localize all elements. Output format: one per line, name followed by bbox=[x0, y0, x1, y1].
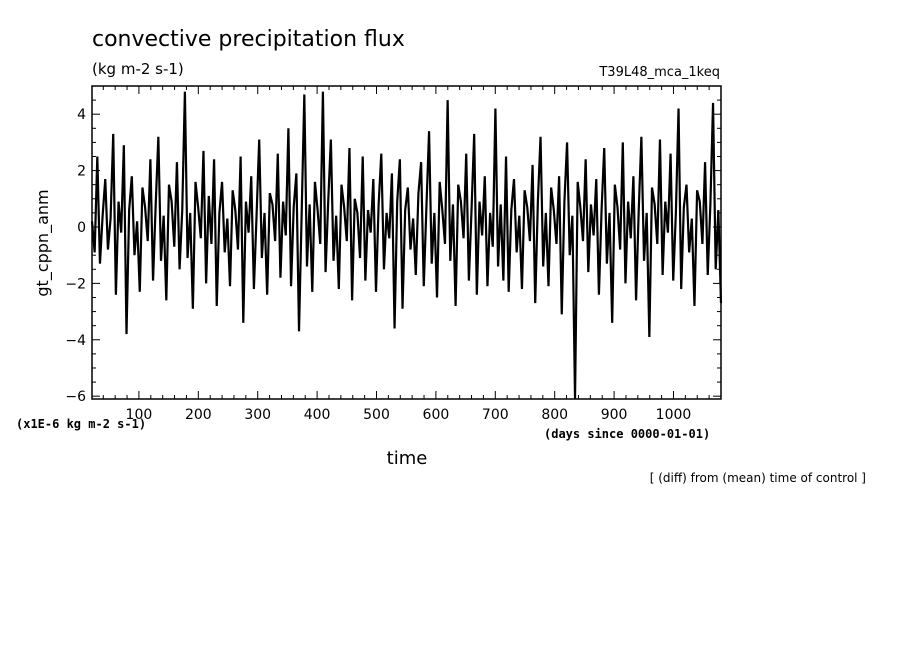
chart-title: convective precipitation flux bbox=[92, 27, 405, 52]
y-axis-label: gt_cppn_anm bbox=[33, 189, 53, 296]
x-tick-label: 200 bbox=[185, 407, 212, 423]
y-scale-label: (x1E-6 kg m-2 s-1) bbox=[16, 417, 146, 431]
chart-units: (kg m-2 s-1) bbox=[92, 60, 184, 78]
y-tick-labels: 4 2 0 −2 −4 −6 bbox=[65, 107, 86, 405]
x-tick-label: 700 bbox=[482, 407, 509, 423]
x-tick-label: 300 bbox=[244, 407, 271, 423]
x-tick-label: 1000 bbox=[656, 407, 692, 423]
x-tick-label: 800 bbox=[541, 407, 568, 423]
y-tick-label: 2 bbox=[77, 164, 86, 180]
y-tick-label: −4 bbox=[65, 333, 86, 349]
x-tick-label: 100 bbox=[126, 407, 153, 423]
x-axis-label: time bbox=[387, 448, 428, 469]
y-tick-label: 4 bbox=[77, 107, 86, 123]
x-tick-label: 500 bbox=[363, 407, 390, 423]
series-polyline bbox=[90, 91, 723, 400]
plot-frame bbox=[91, 85, 722, 400]
x-tick-label: 600 bbox=[423, 407, 450, 423]
y-tick-label: −2 bbox=[65, 276, 86, 292]
run-label: T39L48_mca_1keq bbox=[598, 65, 720, 80]
y-tick-label: 0 bbox=[77, 220, 86, 236]
x-units-label: (days since 0000-01-01) bbox=[544, 427, 710, 441]
y-tick-label: −6 bbox=[65, 389, 86, 405]
x-tick-label: 900 bbox=[601, 407, 628, 423]
footnote: [ (diff) from (mean) time of control ] bbox=[650, 471, 866, 485]
x-tick-labels: 100 200 300 400 500 600 700 800 900 1000 bbox=[126, 407, 692, 423]
x-tick-label: 400 bbox=[304, 407, 331, 423]
series-line bbox=[90, 91, 723, 400]
